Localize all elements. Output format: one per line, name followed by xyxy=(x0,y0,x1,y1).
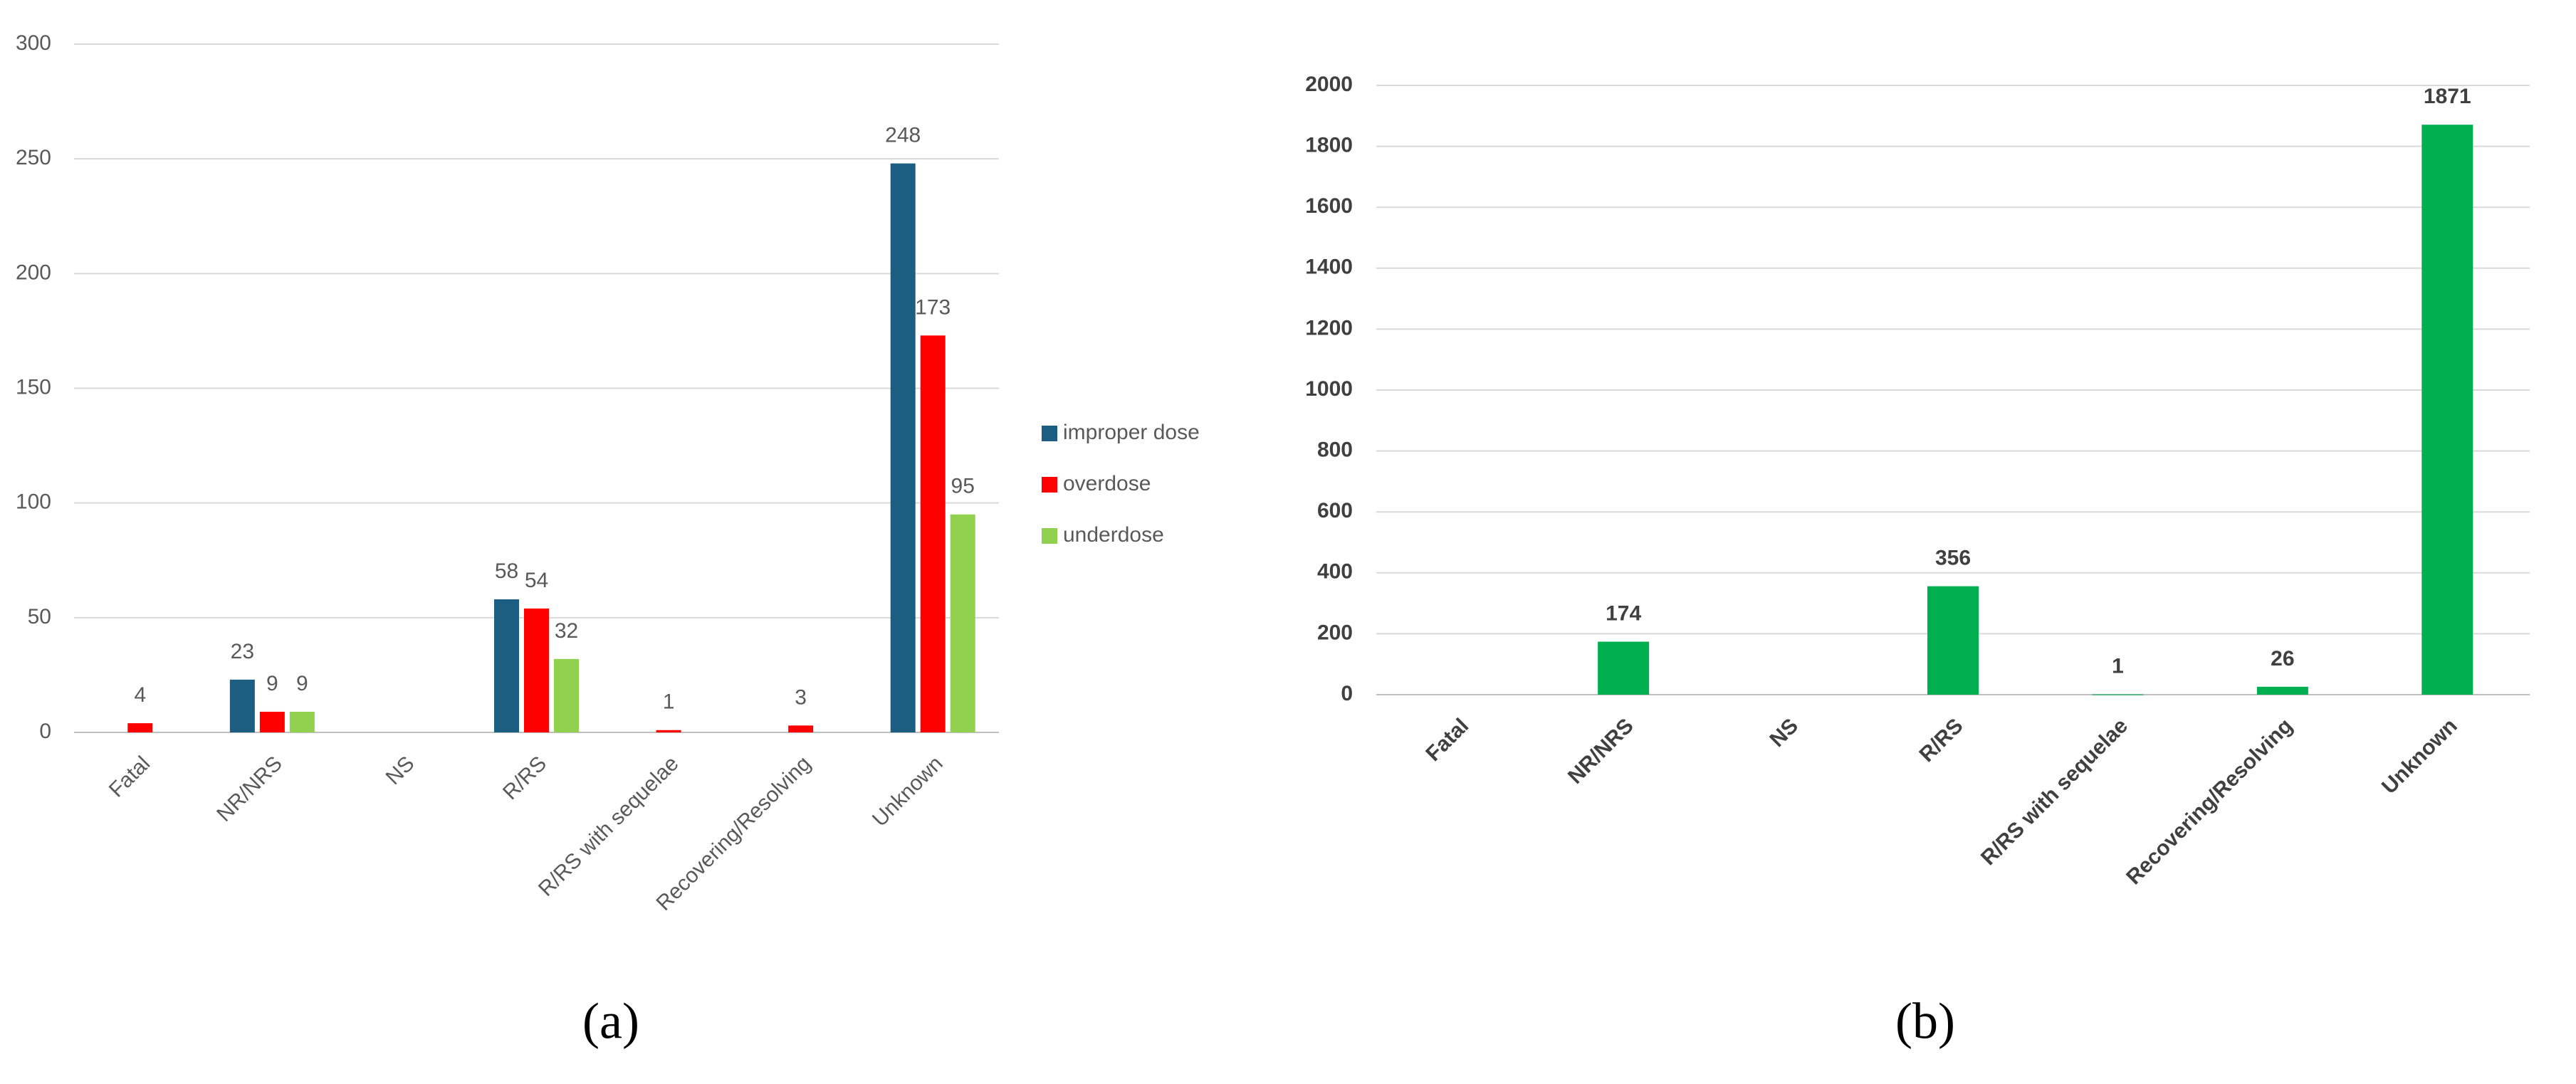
x-tick-label: Unknown xyxy=(868,752,948,831)
bar xyxy=(2421,125,2473,695)
x-tick-label: Recovering/Resolving xyxy=(652,752,816,915)
legend-label: overdose xyxy=(1063,472,1151,495)
y-tick-label: 100 xyxy=(16,490,51,514)
panel-label: (a) xyxy=(582,993,639,1050)
bar xyxy=(950,514,975,732)
data-label: 174 xyxy=(1606,601,1641,625)
legend-swatch xyxy=(1042,477,1057,493)
data-label: 9 xyxy=(266,672,278,695)
y-tick-label: 1400 xyxy=(1305,256,1353,279)
data-label: 1 xyxy=(2112,654,2124,678)
bar xyxy=(788,725,814,732)
bar xyxy=(127,723,153,732)
panel-label: (b) xyxy=(1895,993,1955,1050)
bar xyxy=(494,599,519,732)
data-label: 356 xyxy=(1935,547,1971,570)
x-tick-label: NS xyxy=(1765,714,1803,752)
y-tick-label: 1200 xyxy=(1305,316,1353,340)
bar xyxy=(2256,686,2308,695)
y-tick-label: 1800 xyxy=(1305,134,1353,157)
x-tick-label: Fatal xyxy=(1421,714,1473,766)
y-tick-label: 600 xyxy=(1317,499,1353,522)
x-tick-label: R/RS with sequelae xyxy=(1976,714,2132,870)
x-tick-label: Recovering/Resolving xyxy=(2122,714,2297,889)
data-label: 95 xyxy=(951,475,975,498)
y-tick-label: 150 xyxy=(16,375,51,399)
data-label: 173 xyxy=(915,295,951,319)
bar xyxy=(259,711,285,732)
bar xyxy=(890,163,916,732)
data-label: 23 xyxy=(231,640,254,663)
bar xyxy=(524,608,549,732)
x-tick-label: NR/NRS xyxy=(212,752,287,826)
bar xyxy=(1927,586,1979,695)
x-tick-label: R/RS xyxy=(1915,714,1968,767)
y-tick-label: 0 xyxy=(1341,682,1353,705)
data-label: 58 xyxy=(495,559,518,583)
data-label: 26 xyxy=(2271,647,2294,670)
data-label: 32 xyxy=(555,619,578,643)
data-label: 54 xyxy=(525,569,548,592)
bar xyxy=(656,730,681,732)
data-label: 4 xyxy=(134,683,146,707)
bar xyxy=(920,335,946,732)
y-tick-label: 0 xyxy=(39,720,51,743)
x-tick-label: R/RS xyxy=(498,752,551,804)
bar xyxy=(554,658,579,732)
x-tick-label: R/RS with sequelae xyxy=(534,752,684,901)
y-tick-label: 300 xyxy=(16,31,51,55)
x-tick-label: NR/NRS xyxy=(1564,714,1638,789)
y-tick-label: 200 xyxy=(16,261,51,284)
bar xyxy=(229,679,255,732)
data-label: 3 xyxy=(795,685,807,709)
data-label: 1871 xyxy=(2424,85,2471,108)
data-label: 9 xyxy=(296,672,308,695)
x-tick-label: NS xyxy=(382,752,419,789)
bar xyxy=(1598,641,1650,695)
data-label: 1 xyxy=(663,690,675,714)
legend-swatch xyxy=(1042,426,1057,441)
x-tick-label: Unknown xyxy=(2377,714,2462,799)
legend-label: improper dose xyxy=(1063,421,1200,444)
y-tick-label: 250 xyxy=(16,146,51,169)
y-tick-label: 200 xyxy=(1317,621,1353,644)
y-tick-label: 2000 xyxy=(1305,73,1353,96)
y-tick-label: 800 xyxy=(1317,438,1353,462)
legend-swatch xyxy=(1042,528,1057,544)
legend-label: underdose xyxy=(1063,523,1164,547)
data-label: 248 xyxy=(885,124,921,147)
y-tick-label: 1600 xyxy=(1305,194,1353,218)
x-tick-label: Fatal xyxy=(105,752,155,802)
bar xyxy=(289,711,315,732)
y-tick-label: 50 xyxy=(28,605,51,628)
y-tick-label: 400 xyxy=(1317,560,1353,584)
y-tick-label: 1000 xyxy=(1305,377,1353,401)
